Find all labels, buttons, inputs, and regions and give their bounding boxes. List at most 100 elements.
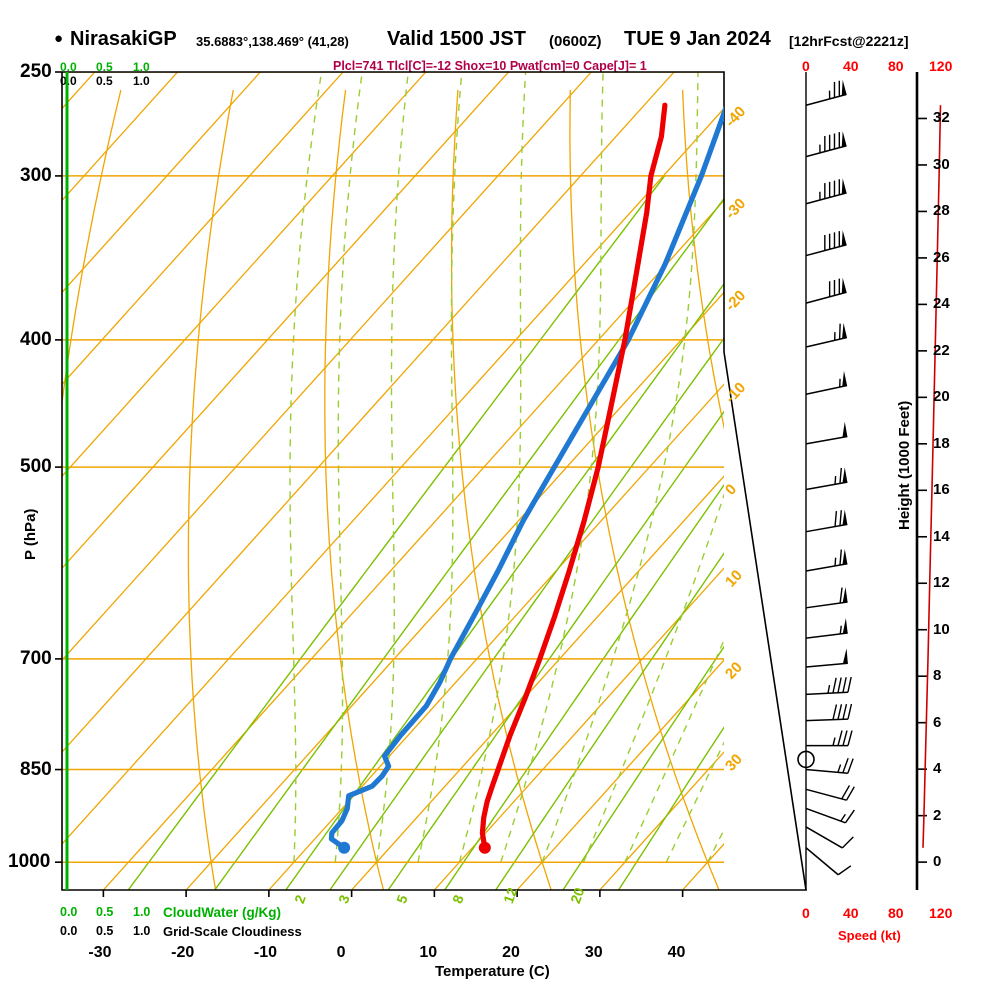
temperature-tick--20: -20 <box>171 944 195 961</box>
cloudwater-axis-title: CloudWater (g/Kg) <box>163 905 281 920</box>
wind-barb <box>805 467 848 491</box>
bottom-cloudwater-tick-2: 1.0 <box>133 905 151 919</box>
valid-time: Valid 1500 JST <box>387 28 526 50</box>
bottom-cloudwater-tick-0: 0.0 <box>60 905 78 919</box>
height-tick-12: 12 <box>933 574 950 592</box>
height-axis-ticks <box>917 117 927 863</box>
wind-barb <box>806 730 853 747</box>
wind-barb <box>805 648 848 668</box>
speed-tick-120-top: 120 <box>929 58 953 74</box>
height-tick-16: 16 <box>933 481 950 499</box>
height-axis-title: Height (1000 Feet) <box>896 400 913 530</box>
isobar-lines <box>62 72 724 863</box>
speed-tick-80-bottom: 80 <box>888 905 904 921</box>
wind-barb <box>805 230 847 257</box>
pressure-axis-title: P (hPa) <box>22 508 39 560</box>
height-tick-18: 18 <box>933 434 950 452</box>
temperature-tick--10: -10 <box>253 944 277 961</box>
wind-barb <box>805 807 855 824</box>
station-coords: 35.6883°,138.469° (41,28) <box>196 34 349 49</box>
wind-barb <box>805 421 848 445</box>
temperature-tick-40: 40 <box>667 944 686 961</box>
sounding-stats: Plcl=741 Tlcl[C]=-12 Shox=10 Pwat[cm]=0 … <box>333 59 647 73</box>
mixing-ratio-lines <box>127 175 724 890</box>
height-tick-0: 0 <box>933 853 942 871</box>
temperature-tick-30: 30 <box>584 944 603 961</box>
height-tick-4: 4 <box>933 760 942 778</box>
speed-tick-0-bottom: 0 <box>802 905 810 921</box>
temperature-axis-title: Temperature (C) <box>435 963 550 980</box>
valid-time-utc: (0600Z) <box>549 33 602 50</box>
wind-barb <box>805 618 848 639</box>
speed-tick-40-top: 40 <box>843 58 859 74</box>
height-tick-10: 10 <box>933 620 950 638</box>
height-tick-8: 8 <box>933 667 942 685</box>
wind-barb <box>805 79 847 106</box>
bottom-cloudwater-tick-1: 0.5 <box>96 905 114 919</box>
wind-barb <box>805 587 848 609</box>
temperature-curve <box>479 102 668 851</box>
station-name: NirasakiGP <box>70 28 177 50</box>
speed-tick-80-top: 80 <box>888 58 904 74</box>
pressure-tick-250: 250 <box>20 61 52 82</box>
wind-barb <box>805 548 848 572</box>
cloudiness-axis-title: Grid-Scale Cloudiness <box>163 924 302 939</box>
station-marker-icon: ● <box>54 30 64 47</box>
temperature-surface-dot <box>478 841 491 854</box>
height-tick-28: 28 <box>933 202 950 220</box>
wind-barb <box>805 370 848 395</box>
bottom-cloudiness-tick-0: 0.0 <box>60 924 78 938</box>
forecast-stamp: [12hrFcst@2221z] <box>789 33 909 49</box>
pressure-tick-700: 700 <box>20 647 52 669</box>
temperature-tick-0: 0 <box>336 944 346 961</box>
height-tick-26: 26 <box>933 248 950 266</box>
height-tick-24: 24 <box>933 295 950 313</box>
wind-barb <box>805 178 847 205</box>
wind-barb <box>805 131 847 158</box>
wind-barb <box>805 676 852 696</box>
pressure-tick-850: 850 <box>20 758 52 780</box>
speed-tick-40-bottom: 40 <box>843 905 859 921</box>
wind-barb <box>805 322 848 348</box>
plot-frame <box>61 71 807 891</box>
top-cloudwater-tick-2: 1.0 <box>133 60 150 74</box>
speed-tick-120-bottom: 120 <box>929 905 953 921</box>
height-tick-2: 2 <box>933 806 942 824</box>
speed-axis-title: Speed (kt) <box>838 928 901 943</box>
dewpoint-surface-dot <box>338 841 351 854</box>
speed-tick-0-top: 0 <box>802 58 810 74</box>
wind-barb <box>805 703 853 722</box>
wind-barbs <box>797 79 855 876</box>
temperature-axis-ticks <box>102 890 684 897</box>
wind-barb <box>805 785 855 801</box>
pressure-tick-500: 500 <box>20 456 52 478</box>
wind-barb <box>805 509 848 533</box>
pressure-tick-400: 400 <box>20 328 52 350</box>
bottom-cloudiness-tick-2: 1.0 <box>133 924 151 938</box>
bottom-cloudiness-tick-1: 0.5 <box>96 924 114 938</box>
dry-adiabat-lines <box>62 89 724 890</box>
valid-date: TUE 9 Jan 2024 <box>624 28 771 50</box>
dewpoint-curve <box>328 105 724 851</box>
wind-barb <box>805 847 852 876</box>
pressure-tick-300: 300 <box>20 164 52 186</box>
height-profile-curve <box>922 105 942 848</box>
wind-barb <box>805 826 854 849</box>
height-tick-32: 32 <box>933 109 950 127</box>
top-cloudiness-tick-1: 0.5 <box>96 74 113 88</box>
height-tick-14: 14 <box>933 527 950 545</box>
height-tick-20: 20 <box>933 388 950 406</box>
wind-barb <box>805 757 854 774</box>
pressure-axis-ticks <box>55 71 62 863</box>
surface-dots <box>338 841 491 854</box>
moist-adiabat-lines <box>289 72 724 863</box>
wind-barb <box>805 277 847 304</box>
height-tick-30: 30 <box>933 155 950 173</box>
height-tick-6: 6 <box>933 713 942 731</box>
top-cloudiness-tick-2: 1.0 <box>133 74 150 88</box>
top-cloudwater-tick-0: 0.0 <box>60 60 77 74</box>
top-cloudwater-tick-1: 0.5 <box>96 60 113 74</box>
pressure-tick-1000: 1000 <box>8 851 51 873</box>
